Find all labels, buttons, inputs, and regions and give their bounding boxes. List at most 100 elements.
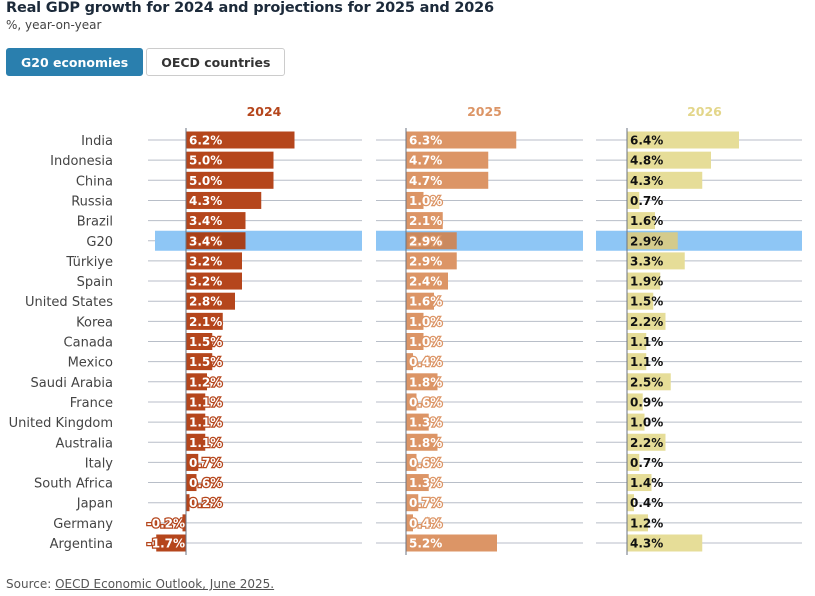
bar xyxy=(406,252,457,270)
bar xyxy=(406,413,429,431)
data-label: 2.2% xyxy=(630,436,663,450)
tab-g20-economies[interactable]: G20 economies xyxy=(6,48,144,76)
gdp-growth-chart: India Indonesia China Russia Brazil G20 Türkiy… xyxy=(9,104,802,555)
bar xyxy=(627,373,671,391)
bar xyxy=(406,353,413,371)
bar xyxy=(627,474,652,492)
bar xyxy=(627,292,654,310)
source-link[interactable]: OECD Economic Outlook, June 2025. xyxy=(55,577,275,591)
data-label: 0.9% xyxy=(630,395,663,409)
data-label: 1.0% xyxy=(409,194,442,208)
data-label: 0.7% xyxy=(630,194,663,208)
data-label: 5.2% xyxy=(409,537,442,551)
data-label: 1.4% xyxy=(630,476,663,490)
data-label: 6.2% xyxy=(189,134,222,148)
bar xyxy=(406,191,424,209)
bar xyxy=(406,373,438,391)
data-label: 2.9% xyxy=(630,234,663,248)
bar xyxy=(627,494,634,512)
data-label: 0.2% xyxy=(189,496,222,510)
data-label: -0.2% xyxy=(147,516,185,530)
data-label: 2.1% xyxy=(189,315,222,329)
data-label: 6.3% xyxy=(409,134,442,148)
bar xyxy=(406,433,438,451)
bar xyxy=(186,131,295,149)
bar xyxy=(406,171,489,189)
panel-2025: 2025 6.3% 4.7% 4.7% 1.0% 2.1% 2.9% 2.9% 2.4% 1.6%… xyxy=(376,104,583,555)
bar xyxy=(406,292,434,310)
bar xyxy=(406,312,424,330)
bar xyxy=(406,514,413,532)
bar xyxy=(406,534,497,552)
data-label: 2.4% xyxy=(409,275,442,289)
data-label: 1.3% xyxy=(409,476,442,490)
bar xyxy=(186,212,246,230)
data-label: 2.2% xyxy=(630,315,663,329)
category-label: Indonesia xyxy=(50,154,113,169)
bar xyxy=(627,534,703,552)
data-label: 2.1% xyxy=(409,214,442,228)
data-label: 0.4% xyxy=(409,516,442,530)
category-label: South Africa xyxy=(34,477,113,492)
category-label: Canada xyxy=(64,336,113,351)
category-label: G20 xyxy=(86,235,113,250)
category-label: Australia xyxy=(55,436,113,451)
bar xyxy=(156,534,186,552)
data-label: 1.6% xyxy=(630,214,663,228)
data-label: 1.3% xyxy=(409,416,442,430)
data-label: 3.2% xyxy=(189,275,222,289)
bar xyxy=(186,393,206,411)
bar xyxy=(406,494,419,512)
year-header: 2025 xyxy=(467,104,502,119)
bar xyxy=(186,413,206,431)
bar xyxy=(627,312,666,330)
data-label: 0.4% xyxy=(630,496,663,510)
bar xyxy=(627,433,666,451)
data-label: 3.3% xyxy=(630,254,663,268)
bar xyxy=(627,232,678,250)
panel-2024: 2024 6.2% 5.0% 5.0% 4.3% 3.4% 3.4% 3.2% 3.2% 2.8%… xyxy=(145,104,362,555)
bar xyxy=(186,171,274,189)
bar xyxy=(186,474,197,492)
data-label: 3.4% xyxy=(189,214,222,228)
category-label: Brazil xyxy=(77,215,113,230)
bar xyxy=(186,312,223,330)
bar xyxy=(406,333,424,350)
year-header: 2026 xyxy=(687,104,722,119)
category-label: United Kingdom xyxy=(9,416,113,431)
category-label: Russia xyxy=(71,194,113,209)
category-label: France xyxy=(70,396,113,411)
bar xyxy=(186,453,199,471)
data-label: 4.7% xyxy=(409,154,442,168)
bar xyxy=(186,353,213,371)
category-label: Korea xyxy=(76,315,113,330)
bar xyxy=(627,252,685,270)
bar xyxy=(406,474,429,492)
category-label: India xyxy=(81,134,113,149)
bar xyxy=(406,453,417,471)
data-label: 2.9% xyxy=(409,254,442,268)
bar xyxy=(627,131,739,149)
bar xyxy=(627,272,661,290)
data-label: 1.9% xyxy=(630,275,663,289)
data-label: 1.1% xyxy=(630,335,663,349)
bar xyxy=(406,272,448,290)
data-label: 1.0% xyxy=(409,315,442,329)
bar xyxy=(627,413,645,431)
data-label: 4.3% xyxy=(189,194,222,208)
data-label: 6.4% xyxy=(630,134,663,148)
category-label: Mexico xyxy=(68,356,113,371)
source-prefix: Source: xyxy=(6,577,56,591)
data-label: 4.7% xyxy=(409,174,442,188)
country-group-tabs: G20 economies OECD countries xyxy=(6,48,286,76)
bar xyxy=(406,212,443,230)
data-label: 1.5% xyxy=(189,335,222,349)
bar xyxy=(406,232,457,250)
data-label: 1.6% xyxy=(409,295,442,309)
data-label: 0.6% xyxy=(409,456,442,470)
data-label: 3.4% xyxy=(189,234,222,248)
category-label: Argentina xyxy=(50,537,113,552)
data-label: 2.5% xyxy=(630,375,663,389)
data-label: 4.8% xyxy=(630,154,663,168)
tab-oecd-countries[interactable]: OECD countries xyxy=(146,48,286,76)
